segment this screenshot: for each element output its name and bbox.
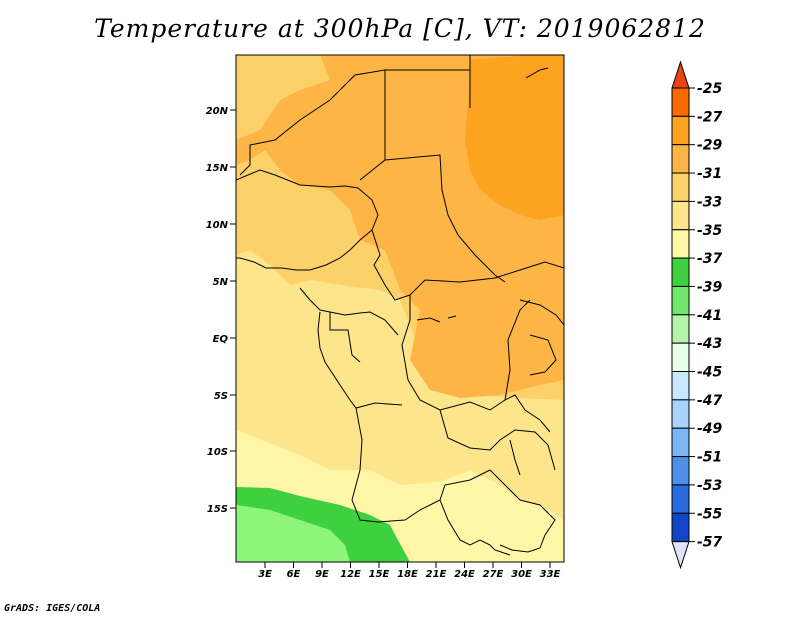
legend-label: -25 xyxy=(697,81,723,97)
legend-label: -33 xyxy=(697,194,722,210)
legend-label: -49 xyxy=(697,421,723,437)
lon-label: 21E xyxy=(426,569,447,580)
lat-label: EQ xyxy=(213,334,229,345)
legend-swatch xyxy=(671,115,690,146)
legend-swatch xyxy=(671,314,690,344)
lon-label: 27E xyxy=(483,569,504,580)
lon-label: 12E xyxy=(340,569,361,580)
legend-label: -29 xyxy=(697,138,723,154)
map-borders xyxy=(236,55,564,556)
lat-label: 10N xyxy=(206,220,229,231)
legend-label: -31 xyxy=(697,166,722,182)
map-frame xyxy=(235,54,565,563)
legend-swatch xyxy=(671,512,690,543)
lon-label: 24E xyxy=(454,569,475,580)
legend-label: -39 xyxy=(697,279,723,295)
legend-label: -41 xyxy=(697,308,722,324)
lon-label: 6E xyxy=(287,569,301,580)
legend-swatch xyxy=(671,342,690,372)
lat-label: 5S xyxy=(214,391,228,402)
lat-label: 15N xyxy=(206,163,229,174)
lon-label: 33E xyxy=(540,569,561,580)
legend-label: -51 xyxy=(697,450,722,466)
lat-label: 10S xyxy=(207,447,228,458)
legend-bottom-arrow xyxy=(671,541,690,570)
legend-swatch xyxy=(671,484,690,514)
legend-swatch xyxy=(671,229,690,259)
legend-label: -45 xyxy=(697,365,723,381)
legend-top-arrow xyxy=(671,60,690,89)
legend-label: -27 xyxy=(697,109,723,125)
legend-swatch xyxy=(671,399,690,429)
legend-swatch xyxy=(671,427,690,458)
legend-label: -53 xyxy=(697,478,722,494)
colorbar-legend: -25 -27 -29 -31 -33 -35 -37 -39 -41 -43 -45 -47 -49 -… xyxy=(671,60,723,570)
temperature-field xyxy=(236,55,564,562)
legend-swatch xyxy=(671,285,690,316)
lat-label: 15S xyxy=(207,504,228,515)
legend-label: -37 xyxy=(697,251,723,267)
lon-label: 9E xyxy=(315,569,329,580)
field-cool-fringe xyxy=(236,505,350,562)
lon-label: 18E xyxy=(397,569,418,580)
lon-label: 3E xyxy=(258,569,272,580)
legend-swatch xyxy=(671,87,690,117)
lat-label: 5N xyxy=(213,277,229,288)
legend-swatch xyxy=(671,172,690,202)
legend-swatch xyxy=(671,144,690,174)
legend-swatch xyxy=(671,371,690,401)
legend-label: -43 xyxy=(697,336,722,352)
legend-label: -57 xyxy=(697,535,723,551)
lat-label: 20N xyxy=(206,106,229,117)
chart-title: Temperature at 300hPa [C], VT: 201906281… xyxy=(94,14,706,43)
axis-layer: 20N 15N 10N 5N EQ 5S 10S 15S 3E 6E 9E 12E 15E 18E 21E 2… xyxy=(206,106,561,580)
grads-credit: GrADS: IGES/COLA xyxy=(4,603,101,614)
legend-label: -47 xyxy=(697,393,723,409)
lon-label: 15E xyxy=(369,569,390,580)
field-hot xyxy=(465,55,564,220)
legend-swatch xyxy=(671,200,690,231)
legend-label: -55 xyxy=(697,506,723,522)
legend-swatch xyxy=(671,257,690,287)
legend-swatch xyxy=(671,456,690,486)
lon-label: 30E xyxy=(511,569,532,580)
legend-label: -35 xyxy=(697,223,723,239)
